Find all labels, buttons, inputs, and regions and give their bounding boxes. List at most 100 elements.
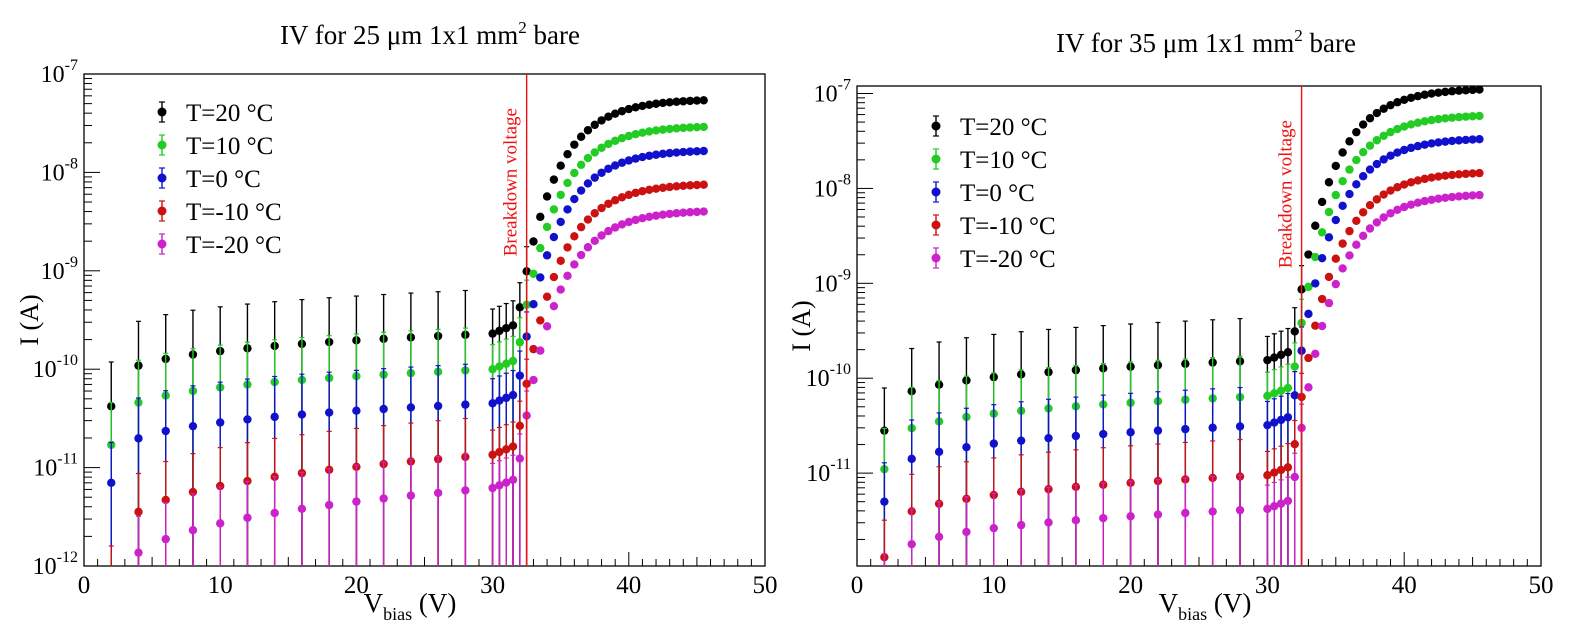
data-point — [563, 243, 572, 252]
data-point — [1331, 161, 1341, 171]
y-tick-label: 10-7 — [41, 57, 78, 88]
data-point — [1434, 88, 1443, 97]
data-point — [638, 214, 647, 223]
data-point — [604, 199, 613, 208]
data-point — [536, 316, 545, 325]
legend-marker — [931, 187, 941, 197]
data-point — [515, 338, 525, 347]
data-point — [1304, 353, 1313, 363]
data-point — [270, 508, 279, 518]
data-point — [692, 147, 702, 156]
data-point — [934, 447, 944, 457]
data-point — [515, 371, 525, 380]
data-point — [563, 149, 572, 159]
data-point — [590, 120, 599, 130]
legend-entry: T=0 °C — [186, 166, 261, 193]
data-point — [1235, 505, 1245, 515]
data-point — [107, 580, 115, 588]
legend-entry: T=-20 °C — [960, 246, 1056, 273]
data-point — [624, 156, 633, 165]
x-tick-label: 10 — [208, 572, 233, 599]
data-point — [1016, 520, 1026, 530]
data-point — [1153, 426, 1163, 435]
data-point — [508, 321, 518, 330]
data-point — [1126, 512, 1135, 521]
x-tick-label: 50 — [753, 572, 778, 599]
data-point — [1276, 415, 1286, 425]
data-point — [1099, 429, 1108, 439]
data-point — [1276, 386, 1286, 395]
data-point — [216, 418, 225, 427]
x-axis-label: Vbias (V) — [364, 588, 457, 624]
data-point — [1270, 418, 1279, 427]
legend-marker — [157, 239, 167, 249]
data-point — [617, 220, 627, 229]
data-point — [1461, 191, 1470, 201]
data-point — [556, 217, 565, 227]
data-point — [502, 393, 511, 403]
data-point — [1420, 117, 1429, 126]
data-point — [1304, 250, 1313, 259]
data-point — [1317, 253, 1327, 263]
x-tick-label: 30 — [1255, 572, 1280, 599]
data-point — [488, 365, 497, 374]
data-point — [570, 260, 579, 269]
data-point — [962, 527, 971, 537]
data-point — [1365, 201, 1375, 210]
data-point — [508, 390, 518, 400]
data-point — [1406, 120, 1416, 129]
data-point — [297, 410, 307, 419]
data-point — [1270, 353, 1279, 362]
y-tick-label: 10-7 — [814, 77, 851, 108]
data-point — [1468, 135, 1477, 144]
data-point — [692, 207, 702, 217]
data-point — [536, 243, 545, 253]
data-point — [542, 292, 552, 301]
data-point — [604, 139, 613, 149]
data-point — [1372, 218, 1382, 227]
data-point — [570, 168, 579, 178]
data-point — [679, 147, 688, 157]
data-point — [188, 421, 198, 431]
data-point — [1413, 141, 1423, 151]
y-tick-label: 10-10 — [33, 352, 78, 383]
x-tick-label: 40 — [1392, 572, 1417, 599]
data-point — [1304, 282, 1313, 292]
data-point — [617, 158, 627, 167]
data-point — [1386, 127, 1395, 137]
data-point — [645, 151, 654, 160]
data-point — [1379, 190, 1388, 199]
data-point — [1311, 279, 1320, 288]
data-point — [1345, 226, 1354, 236]
data-point — [699, 122, 708, 132]
data-point — [1400, 202, 1409, 212]
data-point — [1400, 180, 1409, 189]
data-point — [583, 153, 593, 163]
data-point — [188, 526, 198, 535]
data-point — [597, 116, 606, 125]
legend-entry: T=0 °C — [960, 180, 1035, 207]
data-point — [645, 127, 654, 136]
data-point — [1434, 172, 1443, 181]
data-point — [1386, 209, 1395, 218]
data-point — [1434, 194, 1443, 203]
data-point — [379, 404, 388, 414]
data-point — [1441, 171, 1450, 180]
data-point — [590, 209, 599, 218]
data-point — [1324, 298, 1334, 308]
data-point — [297, 504, 307, 513]
breakdown-label: Breakdown voltage — [501, 108, 522, 256]
data-point — [1276, 499, 1286, 508]
data-point — [1454, 112, 1464, 122]
data-point — [1290, 391, 1299, 400]
data-point — [658, 98, 668, 108]
data-point — [508, 356, 518, 366]
data-point — [536, 212, 545, 222]
data-point — [549, 205, 559, 214]
data-point — [672, 124, 681, 133]
data-point — [1434, 138, 1443, 147]
data-point — [161, 426, 170, 436]
data-point — [542, 192, 552, 201]
legend-entry: T=-20 °C — [186, 232, 282, 259]
